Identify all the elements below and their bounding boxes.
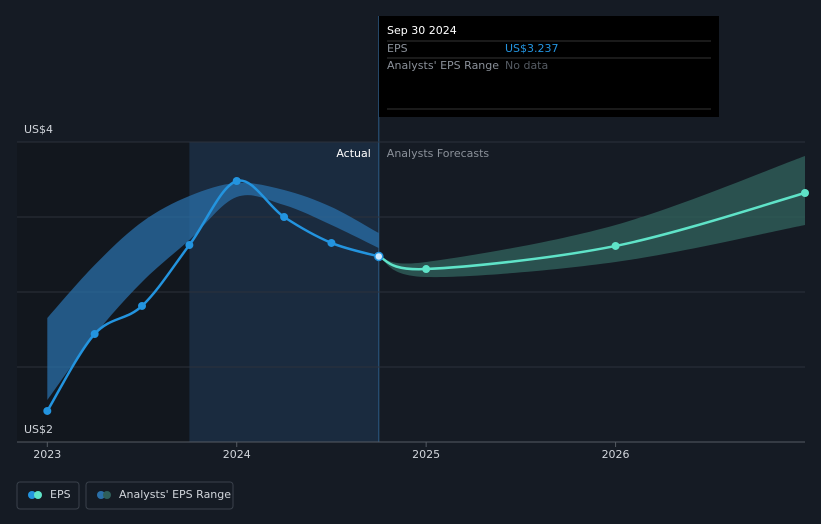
forecast-point [422, 265, 431, 274]
eps-point [232, 177, 241, 185]
legend: EPS Analysts' EPS Range [16, 481, 234, 510]
forecast-line [378, 191, 806, 271]
eps-point [327, 238, 336, 247]
tooltip-value: US$3.237 [505, 42, 559, 55]
eps-point [185, 241, 194, 250]
eps-point [43, 406, 52, 415]
tooltip-date: Sep 30 2024 [387, 24, 457, 37]
y-tick-label: US$2 [24, 423, 53, 436]
x-tick-label: 2023 [33, 448, 61, 461]
legend-item[interactable] [85, 481, 234, 510]
eps-point [138, 301, 147, 310]
region-label: Actual [336, 147, 370, 160]
legend-item[interactable] [16, 481, 80, 510]
legend-swatch [34, 491, 42, 499]
forecast-point [611, 241, 620, 250]
forecast-range-band [378, 155, 805, 278]
x-tick-label: 2025 [412, 448, 440, 461]
legend-swatch [97, 491, 105, 499]
y-tick-label: US$4 [24, 123, 53, 136]
eps-point [374, 251, 384, 262]
x-tick-label: 2024 [223, 448, 251, 461]
legend-label: Analysts' EPS Range [119, 488, 231, 501]
tooltip-label: EPS [387, 42, 408, 55]
eps-point [280, 213, 289, 221]
region-label: Analysts Forecasts [387, 147, 490, 160]
legend-swatch [103, 491, 111, 499]
x-tick-label: 2026 [602, 448, 630, 461]
eps-point [90, 330, 99, 338]
legend-label: EPS [50, 488, 71, 501]
tooltip-box [379, 16, 719, 117]
tooltip-label: Analysts' EPS Range [387, 59, 499, 72]
legend-swatch [28, 491, 36, 499]
tooltip: Sep 30 2024 EPS US$3.237 Analysts' EPS R… [379, 16, 719, 117]
forecast-point [801, 189, 809, 197]
range-band [47, 182, 379, 400]
tooltip-value: No data [505, 59, 548, 72]
